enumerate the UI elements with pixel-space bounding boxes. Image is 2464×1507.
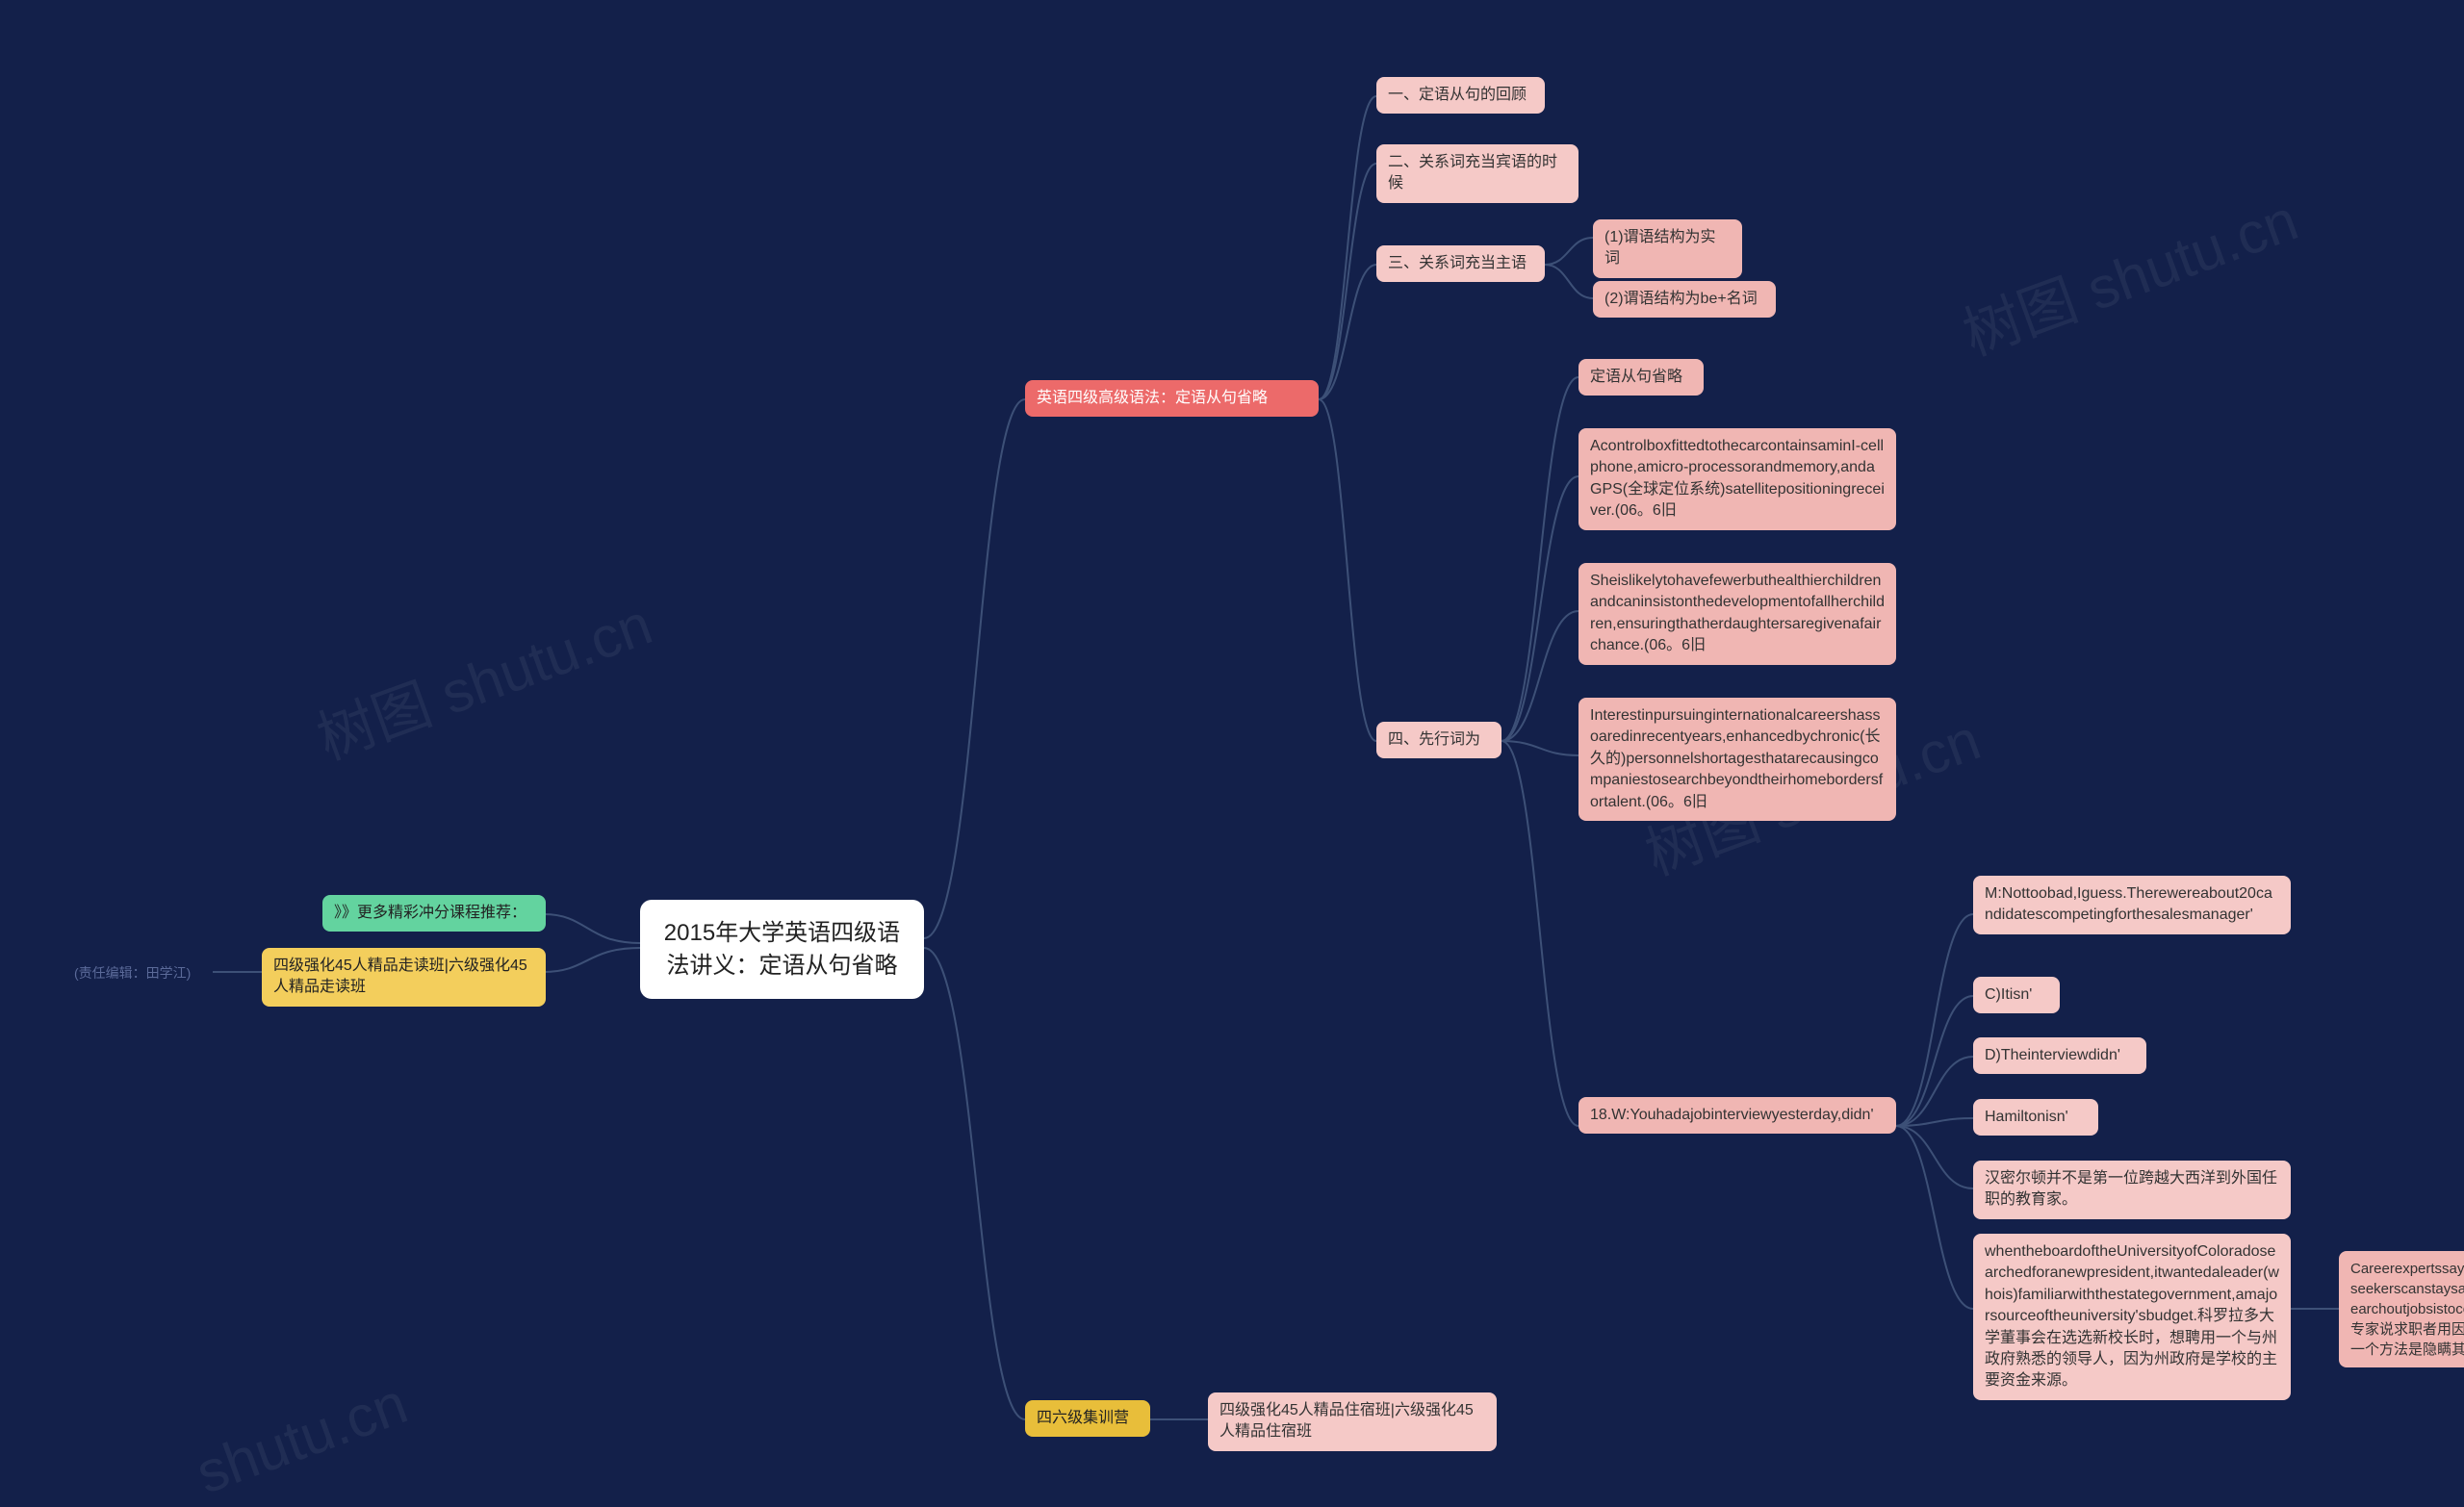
left-green-recommend[interactable]: 》》更多精彩冲分课程推荐： bbox=[322, 895, 546, 932]
sec2[interactable]: 二、关系词充当宾语的时候 bbox=[1376, 144, 1578, 203]
grammar-title[interactable]: 英语四级高级语法：定语从句省略 bbox=[1025, 380, 1319, 417]
e-sub2[interactable]: C)Itisn' bbox=[1973, 977, 2060, 1013]
bootcamp[interactable]: 四六级集训营 bbox=[1025, 1400, 1150, 1437]
sec4-a[interactable]: 定语从句省略 bbox=[1578, 359, 1704, 396]
e-sub1[interactable]: M:Nottoobad,Iguess.Therewereabout20candi… bbox=[1973, 876, 2291, 934]
sec1[interactable]: 一、定语从句的回顾 bbox=[1376, 77, 1545, 114]
root-node[interactable]: 2015年大学英语四级语法讲义：定语从句省略 bbox=[640, 900, 924, 999]
watermark: 树图 shutu.cn bbox=[1950, 173, 2307, 371]
sec4[interactable]: 四、先行词为 bbox=[1376, 722, 1502, 758]
sec3[interactable]: 三、关系词充当主语 bbox=[1376, 245, 1545, 282]
e-sub4[interactable]: Hamiltonisn' bbox=[1973, 1099, 2098, 1136]
watermark: shutu.cn bbox=[188, 1369, 416, 1506]
editor-credit: (责任编辑：田学江) bbox=[72, 962, 217, 985]
sec4-e[interactable]: 18.W:Youhadajobinterviewyesterday,didn' bbox=[1578, 1097, 1896, 1134]
e-sub6[interactable]: whentheboardoftheUniversityofColoradosea… bbox=[1973, 1234, 2291, 1400]
watermark: 树图 shutu.cn bbox=[304, 577, 661, 776]
sec3-sub1[interactable]: (1)谓语结构为实词 bbox=[1593, 219, 1742, 278]
e-sub5[interactable]: 汉密尔顿并不是第一位跨越大西洋到外国任职的教育家。 bbox=[1973, 1161, 2291, 1219]
bootcamp-detail[interactable]: 四级强化45人精品住宿班|六级强化45人精品住宿班 bbox=[1208, 1392, 1497, 1451]
e-sub3[interactable]: D)Theinterviewdidn' bbox=[1973, 1037, 2146, 1074]
sec4-d[interactable]: Interestinpursuinginternationalcareersha… bbox=[1578, 698, 1896, 821]
sec4-c[interactable]: Sheislikelytohavefewerbuthealthierchildr… bbox=[1578, 563, 1896, 665]
sec4-b[interactable]: AcontrolboxfittedtothecarcontainsaminI-c… bbox=[1578, 428, 1896, 530]
sec3-sub2[interactable]: (2)谓语结构为be+名词 bbox=[1593, 281, 1776, 318]
left-yellow-courses[interactable]: 四级强化45人精品走读班|六级强化45人精品走读班 bbox=[262, 948, 546, 1007]
e-sub6-child[interactable]: Careerexpertssaythatoneoftheways(that)jo… bbox=[2339, 1251, 2464, 1367]
